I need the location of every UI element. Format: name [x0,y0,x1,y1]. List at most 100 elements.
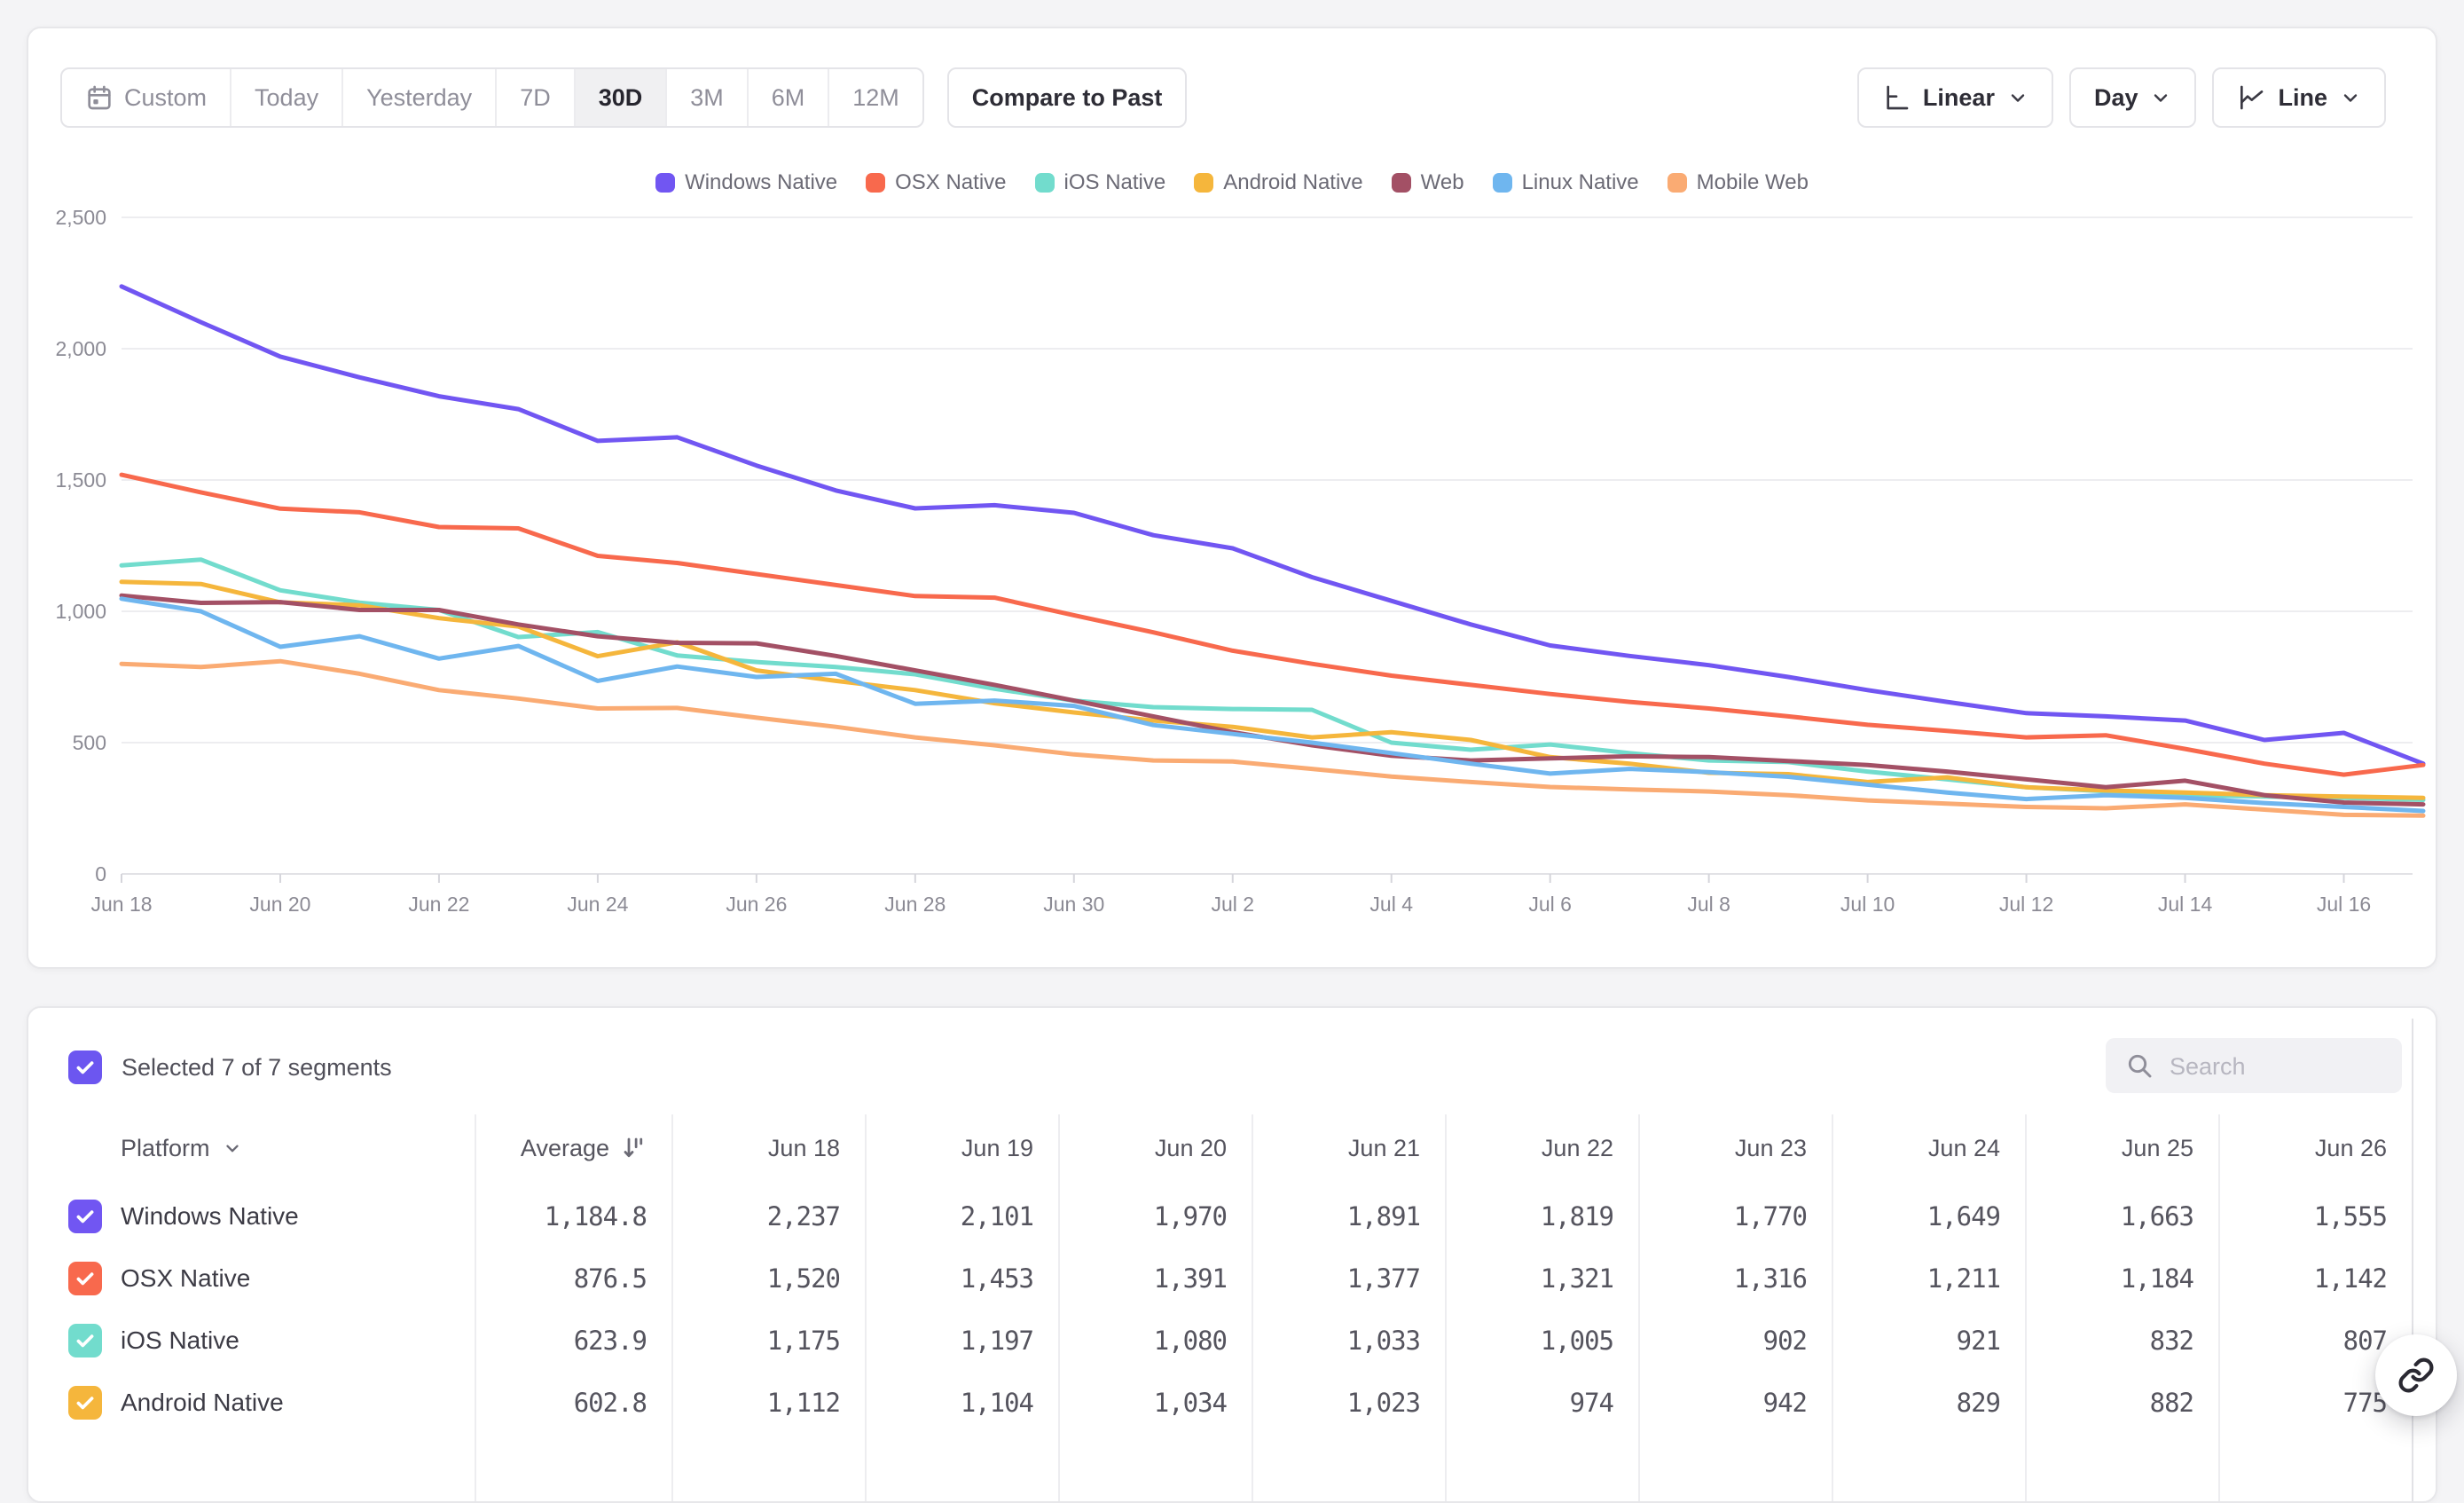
table-cell: 1,197 [960,1326,1034,1356]
series-line-android-native[interactable] [119,579,2426,800]
table-cell: 807 [2342,1326,2388,1356]
segment-checkbox-osx-native[interactable] [68,1262,102,1295]
table-cell: 1,970 [1153,1201,1228,1232]
table-cell: 2,237 [766,1201,841,1232]
range-today[interactable]: Today [230,69,341,126]
x-axis-tick-label: Jul 8 [1687,893,1730,916]
legend-item-windows-native[interactable]: Windows Native [655,170,837,195]
column-divider [2412,1019,2413,1501]
compare-to-past-label: Compare to Past [971,83,1163,111]
share-link-button[interactable] [2375,1334,2457,1416]
search-box[interactable] [2106,1038,2402,1095]
range-30d[interactable]: 30D [573,69,666,126]
range-label: Yesterday [366,83,473,111]
range-12m[interactable]: 12M [828,69,922,126]
table-cell: 1,770 [1733,1201,1808,1232]
search-input[interactable] [2168,1038,2393,1095]
table-cell: 1,023 [1346,1388,1421,1418]
table-cell: 1,321 [1540,1263,1614,1294]
table-cell: 2,101 [960,1201,1034,1232]
range-label: 12M [852,83,899,111]
legend-item-android-native[interactable]: Android Native [1194,170,1363,195]
date-column-header-jun-18[interactable]: Jun 18 [767,1134,840,1161]
chart-type-dropdown[interactable]: Line [2212,67,2386,128]
date-column-header-jun-25[interactable]: Jun 25 [2121,1134,2193,1161]
table-cell: 1,663 [2120,1201,2194,1232]
table-cell: 902 [1762,1326,1808,1356]
chevron-down-icon [2150,87,2171,108]
table-cell: 1,175 [766,1326,841,1356]
legend-item-mobile-web[interactable]: Mobile Web [1667,170,1809,195]
table-cell: 1,453 [960,1263,1034,1294]
compare-to-past-button[interactable]: Compare to Past [946,67,1188,128]
series-line-web[interactable] [119,593,2426,807]
segment-checkbox-windows-native[interactable] [68,1200,102,1233]
x-axis-tick-label: Jul 4 [1369,893,1413,916]
x-axis-tick-label: Jun 18 [90,893,152,916]
calendar-icon [85,83,114,112]
table-cell: 1,005 [1540,1326,1614,1356]
range-6m[interactable]: 6M [746,69,828,126]
interval-dropdown[interactable]: Day [2068,67,2197,128]
legend-label: OSX Native [895,170,1007,194]
chart-panel: Custom Today Yesterday 7D 30D 3M 6M 12M Compare… [27,27,2437,969]
line-chart-icon [2237,83,2265,112]
date-column-header-jun-24[interactable]: Jun 24 [1927,1134,2000,1161]
column-divider [1832,1114,1833,1501]
series-line-linux-native[interactable] [119,596,2426,814]
x-axis-tick-label: Jun 24 [567,893,628,916]
segments-panel: Selected 7 of 7 segments Platform Average… [27,1006,2437,1503]
legend-item-ios-native[interactable]: iOS Native [1034,170,1166,195]
checkmark-icon [76,1272,94,1286]
segment-label-ios-native: iOS Native [121,1326,239,1354]
average-header-label: Average [520,1134,609,1161]
range-custom[interactable]: Custom [62,69,230,126]
x-axis-tick-label: Jun 28 [884,893,946,916]
date-column-header-jun-26[interactable]: Jun 26 [2314,1134,2387,1161]
range-3m[interactable]: 3M [665,69,747,126]
segment-checkbox-android-native[interactable] [68,1386,102,1420]
legend-item-osx-native[interactable]: OSX Native [866,170,1007,195]
legend-item-web[interactable]: Web [1391,170,1464,195]
table-cell: 1,142 [2313,1263,2388,1294]
table-cell: 1,649 [1926,1201,2001,1232]
date-column-header-jun-19[interactable]: Jun 19 [961,1134,1033,1161]
series-line-osx-native[interactable] [119,472,2426,777]
date-column-header-jun-23[interactable]: Jun 23 [1734,1134,1807,1161]
x-axis-tick-label: Jul 14 [2158,893,2213,916]
x-axis-tick-label: Jul 16 [2317,893,2371,916]
series-line-mobile-web[interactable] [119,658,2426,818]
segment-checkbox-ios-native[interactable] [68,1324,102,1357]
legend-swatch [1667,173,1687,193]
legend-swatch [655,173,676,193]
date-column-header-jun-20[interactable]: Jun 20 [1154,1134,1227,1161]
platform-column-header[interactable]: Platform [121,1121,242,1175]
y-axis-tick-label: 1,500 [55,468,106,492]
chart-type-label: Line [2278,83,2327,111]
range-label: 30D [598,83,643,111]
scale-dropdown[interactable]: Linear [1856,67,2053,128]
link-icon [2398,1357,2434,1393]
average-column-header[interactable]: Average [475,1121,647,1175]
table-cell: 1,555 [2313,1201,2388,1232]
column-divider [1638,1114,1640,1501]
range-7d[interactable]: 7D [495,69,574,126]
date-column-header-jun-22[interactable]: Jun 22 [1541,1134,1613,1161]
y-axis-tick-label: 2,000 [55,337,106,360]
y-axis-tick-label: 0 [95,862,106,885]
table-cell: 1,891 [1346,1201,1421,1232]
series-line-windows-native[interactable] [119,284,2426,767]
chevron-down-icon [223,1138,242,1158]
date-column-header-jun-21[interactable]: Jun 21 [1347,1134,1420,1161]
y-axis-tick-label: 500 [73,731,106,754]
range-yesterday[interactable]: Yesterday [341,69,495,126]
legend-label: Android Native [1223,170,1363,194]
legend-swatch [1034,173,1055,193]
legend-label: iOS Native [1063,170,1166,194]
legend-item-linux-native[interactable]: Linux Native [1492,170,1639,195]
search-icon [2125,1051,2154,1084]
select-all-checkbox[interactable] [68,1051,102,1084]
average-value: 623.9 [573,1326,647,1356]
range-label: Custom [124,83,208,111]
legend-label: Linux Native [1521,170,1639,194]
